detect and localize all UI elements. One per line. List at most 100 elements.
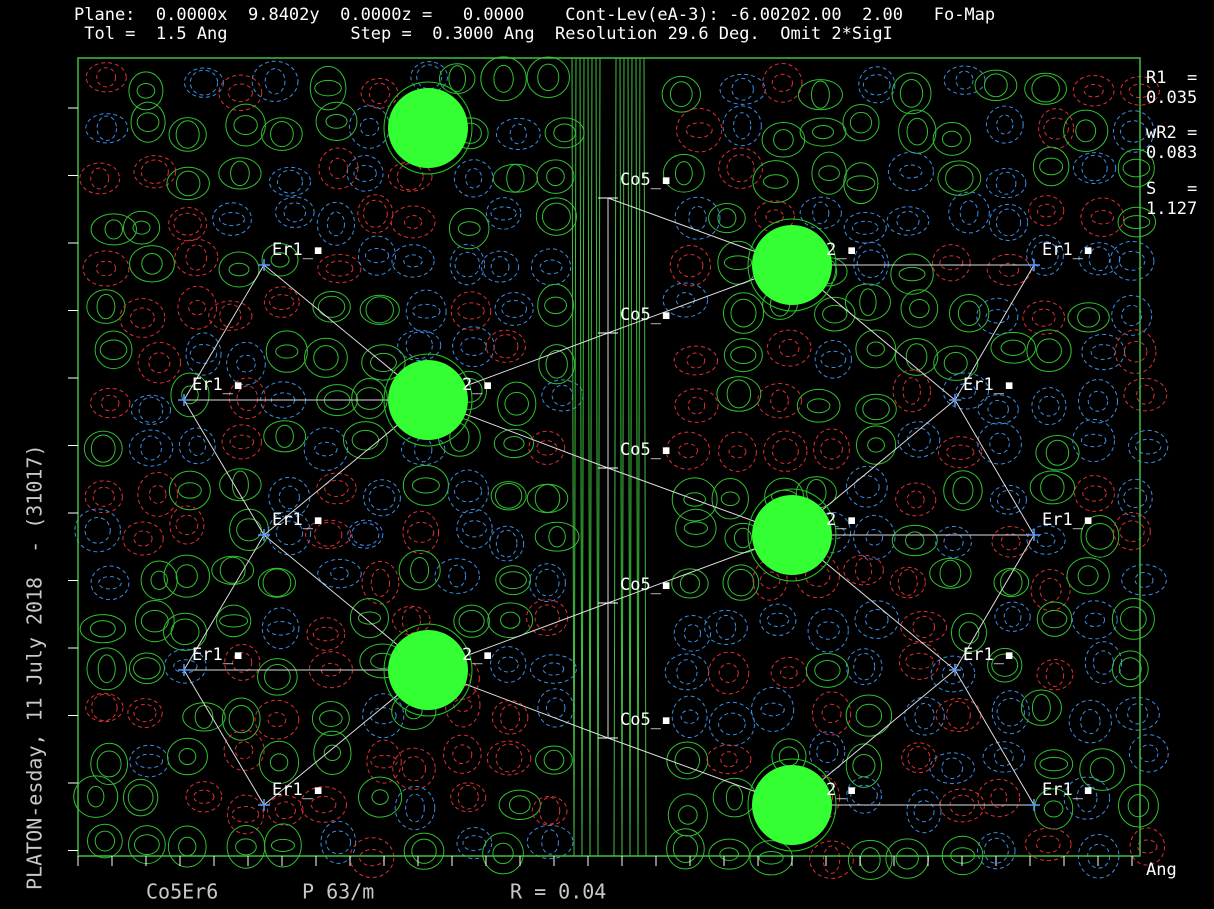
contour [862,74,891,96]
atoms: Er1_▪ Er1_▪ Er1_▪ Er1_▪ Er1_▪ Er1_▪ Er1_▪ Er1_▪… [178,81,1093,852]
contour [895,847,919,870]
contour [1080,433,1107,448]
contour [258,740,300,785]
contour [311,701,350,737]
space-group: P 63/m [302,880,374,904]
contour [85,692,124,723]
contour [1119,520,1145,542]
contour [447,469,489,514]
atom-label: 2_▪ [462,375,493,395]
contour [867,437,885,453]
contour [1063,109,1109,153]
contour [537,283,574,327]
contour [392,747,436,790]
contour [1129,827,1166,866]
contour [766,612,790,628]
contour [718,712,746,736]
contour [1031,308,1056,327]
contour [132,220,151,235]
contour [807,608,849,653]
contour [194,704,214,729]
contour [526,56,570,99]
contour [362,199,388,228]
contour [86,289,126,324]
contour [480,56,527,102]
contour [324,479,349,497]
contour [492,163,539,193]
contour [493,334,519,359]
contour [456,508,493,549]
contour [270,121,294,148]
contour [370,754,398,769]
contour-band [611,57,615,857]
contour-band [603,57,607,857]
contour [907,746,931,770]
contour [683,492,707,507]
contour [799,196,842,230]
contour [134,599,175,643]
contour [490,206,517,221]
contour [976,297,1019,335]
map-frame [77,57,1141,857]
atom-cross [949,394,961,406]
contour [1118,250,1146,271]
contour [134,834,160,856]
contour [168,470,211,511]
atom-cross [1028,529,1040,541]
contour [368,485,396,511]
contour [91,693,118,722]
contour [465,167,483,189]
contour [932,244,971,282]
contour [448,207,490,250]
contour [891,72,932,115]
contour [1031,241,1059,270]
contour [688,205,707,231]
contour [509,123,527,145]
contour [166,737,208,776]
contour [728,445,747,459]
contour [228,262,250,277]
contour [1043,117,1069,140]
contour [268,166,312,197]
contour [683,521,709,535]
contour [135,753,164,769]
contour [82,250,130,287]
contour [1035,435,1080,471]
contour [140,609,169,633]
contour [166,166,210,201]
peak-contour [747,218,837,312]
electron-density-peak [388,630,468,710]
contour [1134,438,1162,455]
contour [913,800,935,823]
contour [845,694,893,737]
contour [758,850,784,865]
contour [275,424,294,448]
contour [449,243,485,286]
contour [900,289,939,328]
contour-band [621,57,625,857]
contour [855,329,897,369]
contour [945,164,974,192]
contour [325,830,352,855]
contour [326,211,346,237]
contour [1038,395,1060,417]
contour [234,741,254,760]
wr2-value: 0.083 [1146,143,1197,163]
contour [993,747,1014,767]
contour [898,642,941,680]
contour [674,161,693,186]
contour [932,122,972,156]
electron-density-peak [752,495,832,575]
contour [96,293,116,320]
contour [763,430,808,472]
atom-cross [1028,799,1040,811]
contour [312,626,339,642]
contour [726,154,755,183]
contour [993,567,1030,598]
contour [390,205,436,239]
atom-cross [949,664,961,676]
contour [813,428,850,470]
contour [405,331,433,360]
contour [133,703,157,723]
contour [865,609,889,631]
